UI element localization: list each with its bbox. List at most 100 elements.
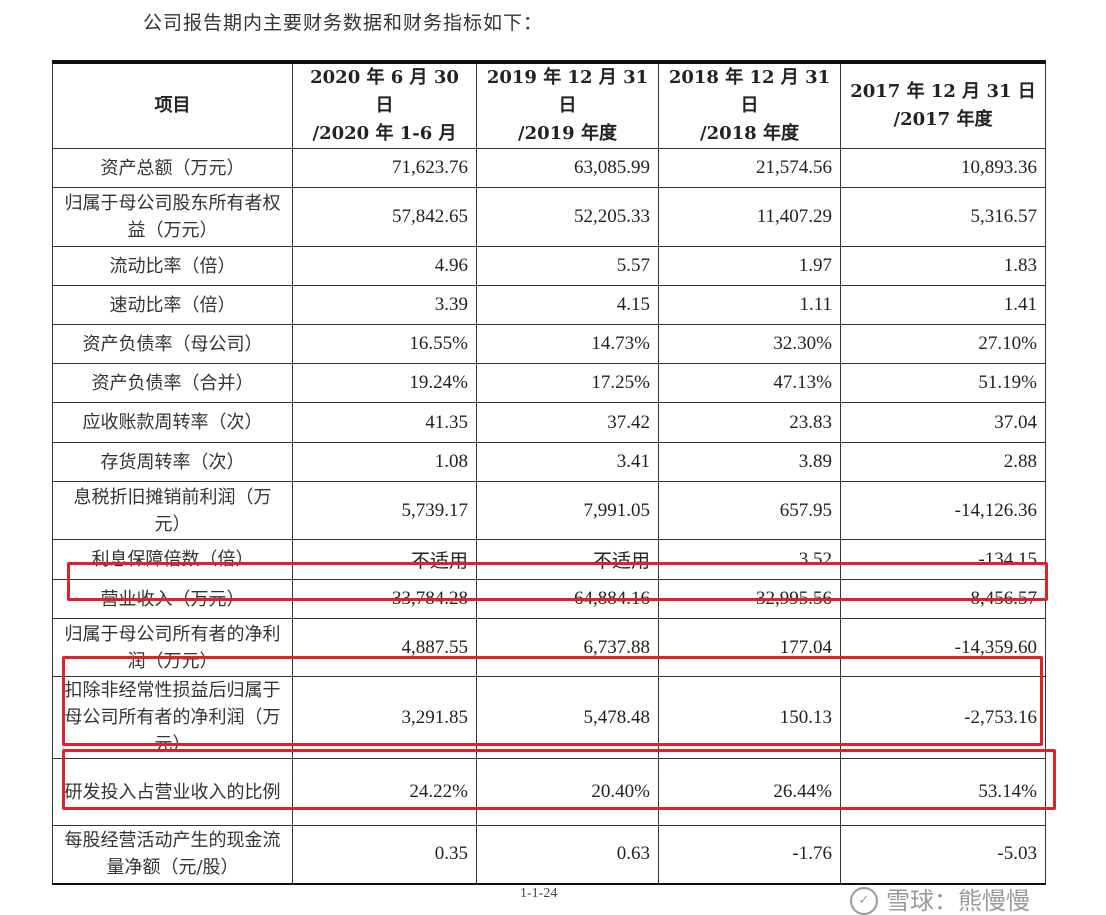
row-value: 不适用 <box>476 539 659 580</box>
row-value: 4.96 <box>292 246 477 286</box>
table-row: 流动比率（倍） 4.96 5.57 1.97 1.83 <box>52 246 1046 286</box>
row-label: 息税折旧摊销前利润（万元） <box>52 481 293 540</box>
row-value: 17.25% <box>476 363 659 403</box>
table-row: 资产负债率（母公司） 16.55% 14.73% 32.30% 27.10% <box>52 324 1046 364</box>
table-row: 存货周转率（次） 1.08 3.41 3.89 2.88 <box>52 442 1046 482</box>
row-label: 存货周转率（次） <box>52 442 293 482</box>
row-label: 资产负债率（母公司） <box>52 324 293 364</box>
row-label: 资产负债率（合并） <box>52 363 293 403</box>
table-row: 每股经营活动产生的现金流量净额（元/股） 0.35 0.63 -1.76 -5.03 <box>52 825 1046 884</box>
row-value: 37.04 <box>840 402 1046 443</box>
row-value: 52,205.33 <box>476 187 659 247</box>
row-value: 8,456.57 <box>840 579 1046 619</box>
row-value: 4.15 <box>476 285 659 325</box>
row-value: 64,884.16 <box>476 579 659 619</box>
row-value: 0.35 <box>292 825 477 884</box>
row-value: 14.73% <box>476 324 659 364</box>
page-number: 1-1-24 <box>520 886 558 901</box>
row-label: 每股经营活动产生的现金流量净额（元/股） <box>52 825 293 884</box>
row-value: 63,085.99 <box>476 148 659 188</box>
table-row: 应收账款周转率（次） 41.35 37.42 23.83 37.04 <box>52 402 1046 443</box>
table-row: 利息保障倍数（倍） 不适用 不适用 3.52 -134.15 <box>52 539 1046 580</box>
row-label: 归属于母公司所有者的净利润（万元） <box>52 618 293 677</box>
row-value: -134.15 <box>840 539 1046 580</box>
row-label: 研发投入占营业收入的比例 <box>52 758 293 826</box>
header-2018: 2018 年 12 月 31 日 /2018 年度 <box>658 61 841 149</box>
row-value: -2,753.16 <box>840 676 1046 759</box>
row-label: 应收账款周转率（次） <box>52 402 293 443</box>
row-value: -5.03 <box>840 825 1046 884</box>
row-value: 53.14% <box>840 758 1046 826</box>
intro-text: 公司报告期内主要财务数据和财务指标如下： <box>143 12 544 34</box>
table-row: 扣除非经常性损益后归属于母公司所有者的净利润（万元） 3,291.85 5,478.… <box>52 676 1046 759</box>
row-value: 3.41 <box>476 442 659 482</box>
row-value: 10,893.36 <box>840 148 1046 188</box>
row-value: 33,784.28 <box>292 579 477 619</box>
row-value: 1.97 <box>658 246 841 286</box>
row-value: 不适用 <box>292 539 477 580</box>
row-value: 32.30% <box>658 324 841 364</box>
row-value: 5,739.17 <box>292 481 477 540</box>
row-value: 41.35 <box>292 402 477 443</box>
row-value: -1.76 <box>658 825 841 884</box>
row-value: -14,359.60 <box>840 618 1046 677</box>
row-value: 150.13 <box>658 676 841 759</box>
table-row: 研发投入占营业收入的比例 24.22% 20.40% 26.44% 53.14% <box>52 758 1046 826</box>
header-2017: 2017 年 12 月 31 日 /2017 年度 <box>840 61 1046 149</box>
row-label: 利息保障倍数（倍） <box>52 539 293 580</box>
row-value: 3.89 <box>658 442 841 482</box>
row-value: 26.44% <box>658 758 841 826</box>
row-value: 57,842.65 <box>292 187 477 247</box>
table-row: 归属于母公司股东所有者权益（万元） 57,842.65 52,205.33 11,40… <box>52 187 1046 247</box>
row-value: 19.24% <box>292 363 477 403</box>
row-label: 流动比率（倍） <box>52 246 293 286</box>
table-row: 速动比率（倍） 3.39 4.15 1.11 1.41 <box>52 285 1046 325</box>
table-row: 归属于母公司所有者的净利润（万元） 4,887.55 6,737.88 177.04-… <box>52 618 1046 677</box>
row-value: 27.10% <box>840 324 1046 364</box>
table-row: 息税折旧摊销前利润（万元） 5,739.17 7,991.05 657.95 -14,1… <box>52 481 1046 540</box>
row-value: 1.11 <box>658 285 841 325</box>
row-value: 16.55% <box>292 324 477 364</box>
row-value: 177.04 <box>658 618 841 677</box>
row-value: -14,126.36 <box>840 481 1046 540</box>
row-value: 0.63 <box>476 825 659 884</box>
row-value: 47.13% <box>658 363 841 403</box>
row-value: 3,291.85 <box>292 676 477 759</box>
row-value: 23.83 <box>658 402 841 443</box>
row-value: 3.52 <box>658 539 841 580</box>
watermark-text: 雪球：熊慢慢 <box>886 886 1030 915</box>
row-value: 7,991.05 <box>476 481 659 540</box>
snowball-logo-icon: ✓ <box>850 886 878 915</box>
row-value: 37.42 <box>476 402 659 443</box>
row-value: 51.19% <box>840 363 1046 403</box>
row-value: 6,737.88 <box>476 618 659 677</box>
row-value: 657.95 <box>658 481 841 540</box>
financial-table: 项目 2020 年 6 月 30 日 /2020 年 1-6 月 2019 年 … <box>52 60 1046 885</box>
row-value: 71,623.76 <box>292 148 477 188</box>
row-value: 5,478.48 <box>476 676 659 759</box>
row-value: 20.40% <box>476 758 659 826</box>
row-value: 2.88 <box>840 442 1046 482</box>
header-2019: 2019 年 12 月 31 日 /2019 年度 <box>476 61 659 149</box>
table-row: 营业收入（万元） 33,784.28 64,884.16 32,995.56 8,456… <box>52 579 1046 619</box>
table-row: 资产总额（万元） 71,623.76 63,085.99 21,574.56 10,89… <box>52 148 1046 188</box>
row-label: 速动比率（倍） <box>52 285 293 325</box>
row-value: 21,574.56 <box>658 148 841 188</box>
row-value: 3.39 <box>292 285 477 325</box>
row-label: 营业收入（万元） <box>52 579 293 619</box>
row-value: 11,407.29 <box>658 187 841 247</box>
row-value: 32,995.56 <box>658 579 841 619</box>
header-item: 项目 <box>52 61 293 149</box>
row-value: 24.22% <box>292 758 477 826</box>
row-value: 4,887.55 <box>292 618 477 677</box>
row-value: 5,316.57 <box>840 187 1046 247</box>
row-label: 资产总额（万元） <box>52 148 293 188</box>
row-value: 1.83 <box>840 246 1046 286</box>
row-label: 扣除非经常性损益后归属于母公司所有者的净利润（万元） <box>52 676 293 759</box>
watermark: ✓ 雪球：熊慢慢 <box>850 886 1030 915</box>
row-value: 5.57 <box>476 246 659 286</box>
table-header-row: 项目 2020 年 6 月 30 日 /2020 年 1-6 月 2019 年 … <box>52 61 1046 149</box>
row-value: 1.41 <box>840 285 1046 325</box>
header-2020h1: 2020 年 6 月 30 日 /2020 年 1-6 月 <box>292 61 477 149</box>
table-row: 资产负债率（合并） 19.24% 17.25% 47.13% 51.19% <box>52 363 1046 403</box>
